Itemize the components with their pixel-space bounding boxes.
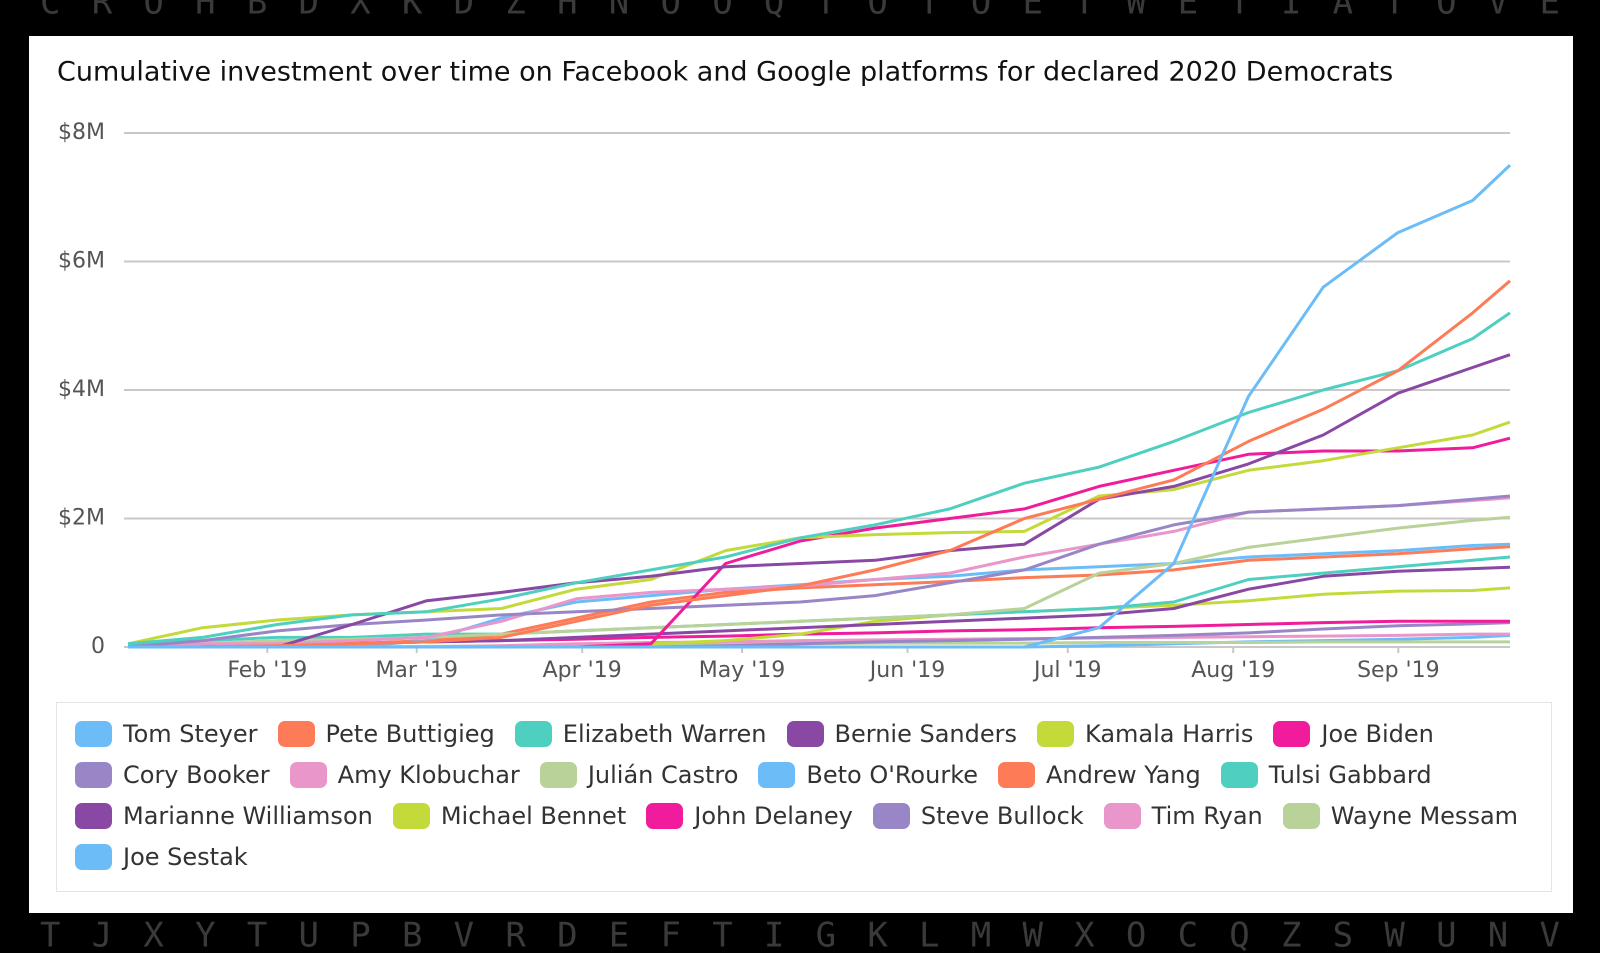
legend-label: John Delaney (694, 801, 853, 830)
legend-label: Beto O'Rourke (806, 760, 978, 789)
legend-label: Tim Ryan (1151, 801, 1263, 830)
legend-item: Joe Sestak (75, 842, 248, 871)
y-tick-label: $2M (58, 506, 105, 531)
legend-label: Kamala Harris (1085, 719, 1254, 748)
legend-label: Tom Steyer (123, 719, 258, 748)
legend-item: Wayne Messam (1282, 801, 1519, 830)
legend-item: Julián Castro (539, 760, 739, 789)
legend-swatch (514, 720, 552, 747)
legend-swatch (75, 720, 112, 747)
y-tick-label: $4M (58, 377, 105, 402)
legend-swatch (786, 720, 824, 747)
series-line (128, 279, 1511, 649)
legend-item: Pete Buttigieg (277, 719, 495, 748)
y-tick-label: $8M (58, 120, 105, 145)
legend-swatch (646, 802, 684, 829)
legend-swatch (872, 802, 910, 829)
legend: Tom Steyer Pete Buttigieg Elizabeth Warren… (56, 702, 1552, 892)
legend-item: Steve Bullock (872, 801, 1084, 830)
legend-label: Joe Biden (1321, 719, 1434, 748)
legend-item: Andrew Yang (998, 760, 1201, 789)
legend-item: Tim Ryan (1103, 801, 1263, 830)
legend-swatch (1273, 720, 1311, 747)
legend-swatch (758, 761, 796, 788)
legend-swatch (1220, 761, 1258, 788)
y-tick-label: $6M (58, 249, 105, 274)
legend-label: Andrew Yang (1046, 760, 1201, 789)
legend-item: Bernie Sanders (786, 719, 1017, 748)
legend-swatch (289, 761, 327, 788)
x-tick-label: Sep '19 (1357, 658, 1440, 683)
legend-swatch (1103, 802, 1141, 829)
legend-label: Marianne Williamson (123, 801, 373, 830)
legend-swatch (277, 720, 315, 747)
x-tick-label: Mar '19 (375, 658, 458, 683)
legend-item: Tom Steyer (75, 719, 258, 748)
background-letters-top: C R O H B D X K D Z H N O O Q T O T O E … (40, 0, 1560, 23)
legend-item: Marianne Williamson (75, 801, 373, 830)
series-line (127, 494, 1511, 649)
legend-label: Wayne Messam (1330, 801, 1519, 830)
chart-title: Cumulative investment over time on Faceb… (57, 57, 1393, 88)
x-tick-label: Jun '19 (868, 658, 945, 683)
legend-label: Joe Sestak (123, 842, 248, 871)
legend-swatch (75, 761, 112, 788)
series-line (127, 311, 1511, 646)
chart-card: Cumulative investment over time on Faceb… (29, 36, 1573, 913)
legend-item: Beto O'Rourke (758, 760, 978, 789)
background-letters-bottom: T J X Y T U P B V R D E F T I G K L M W … (40, 916, 1560, 953)
legend-item: Joe Biden (1273, 719, 1434, 748)
x-tick-label: Aug '19 (1191, 658, 1275, 683)
x-tick-label: Jul '19 (1032, 658, 1102, 683)
legend-label: Julián Castro (587, 760, 739, 789)
legend-label: Tulsi Gabbard (1268, 760, 1432, 789)
legend-label: Steve Bullock (920, 801, 1084, 830)
x-tick-label: Feb '19 (227, 658, 307, 683)
x-tick-label: Apr '19 (543, 658, 622, 683)
legend-item: Cory Booker (75, 760, 270, 789)
chart: Cumulative investment over time on Faceb… (57, 57, 1512, 683)
legend-swatch (1282, 802, 1320, 829)
series-line (128, 353, 1511, 649)
legend-swatch (392, 802, 430, 829)
legend-item: Elizabeth Warren (514, 719, 767, 748)
series-line (127, 420, 1511, 646)
legend-item: Michael Bennet (392, 801, 627, 830)
legend-item: Amy Klobuchar (289, 760, 520, 789)
legend-swatch (539, 761, 577, 788)
legend-swatch (1037, 720, 1074, 747)
legend-item: Tulsi Gabbard (1220, 760, 1432, 789)
legend-swatch (998, 761, 1035, 788)
y-tick-label: 0 (91, 634, 105, 659)
series-line (128, 164, 1512, 649)
legend-label: Pete Buttigieg (325, 719, 495, 748)
legend-label: Amy Klobuchar (337, 760, 520, 789)
legend-item: Kamala Harris (1037, 719, 1253, 748)
legend-item: John Delaney (646, 801, 853, 830)
x-tick-label: May '19 (699, 658, 786, 683)
legend-label: Elizabeth Warren (562, 719, 767, 748)
legend-label: Michael Bennet (440, 801, 627, 830)
legend-label: Bernie Sanders (834, 719, 1017, 748)
legend-label: Cory Booker (123, 760, 270, 789)
legend-swatch (75, 802, 112, 829)
legend-swatch (75, 843, 112, 870)
